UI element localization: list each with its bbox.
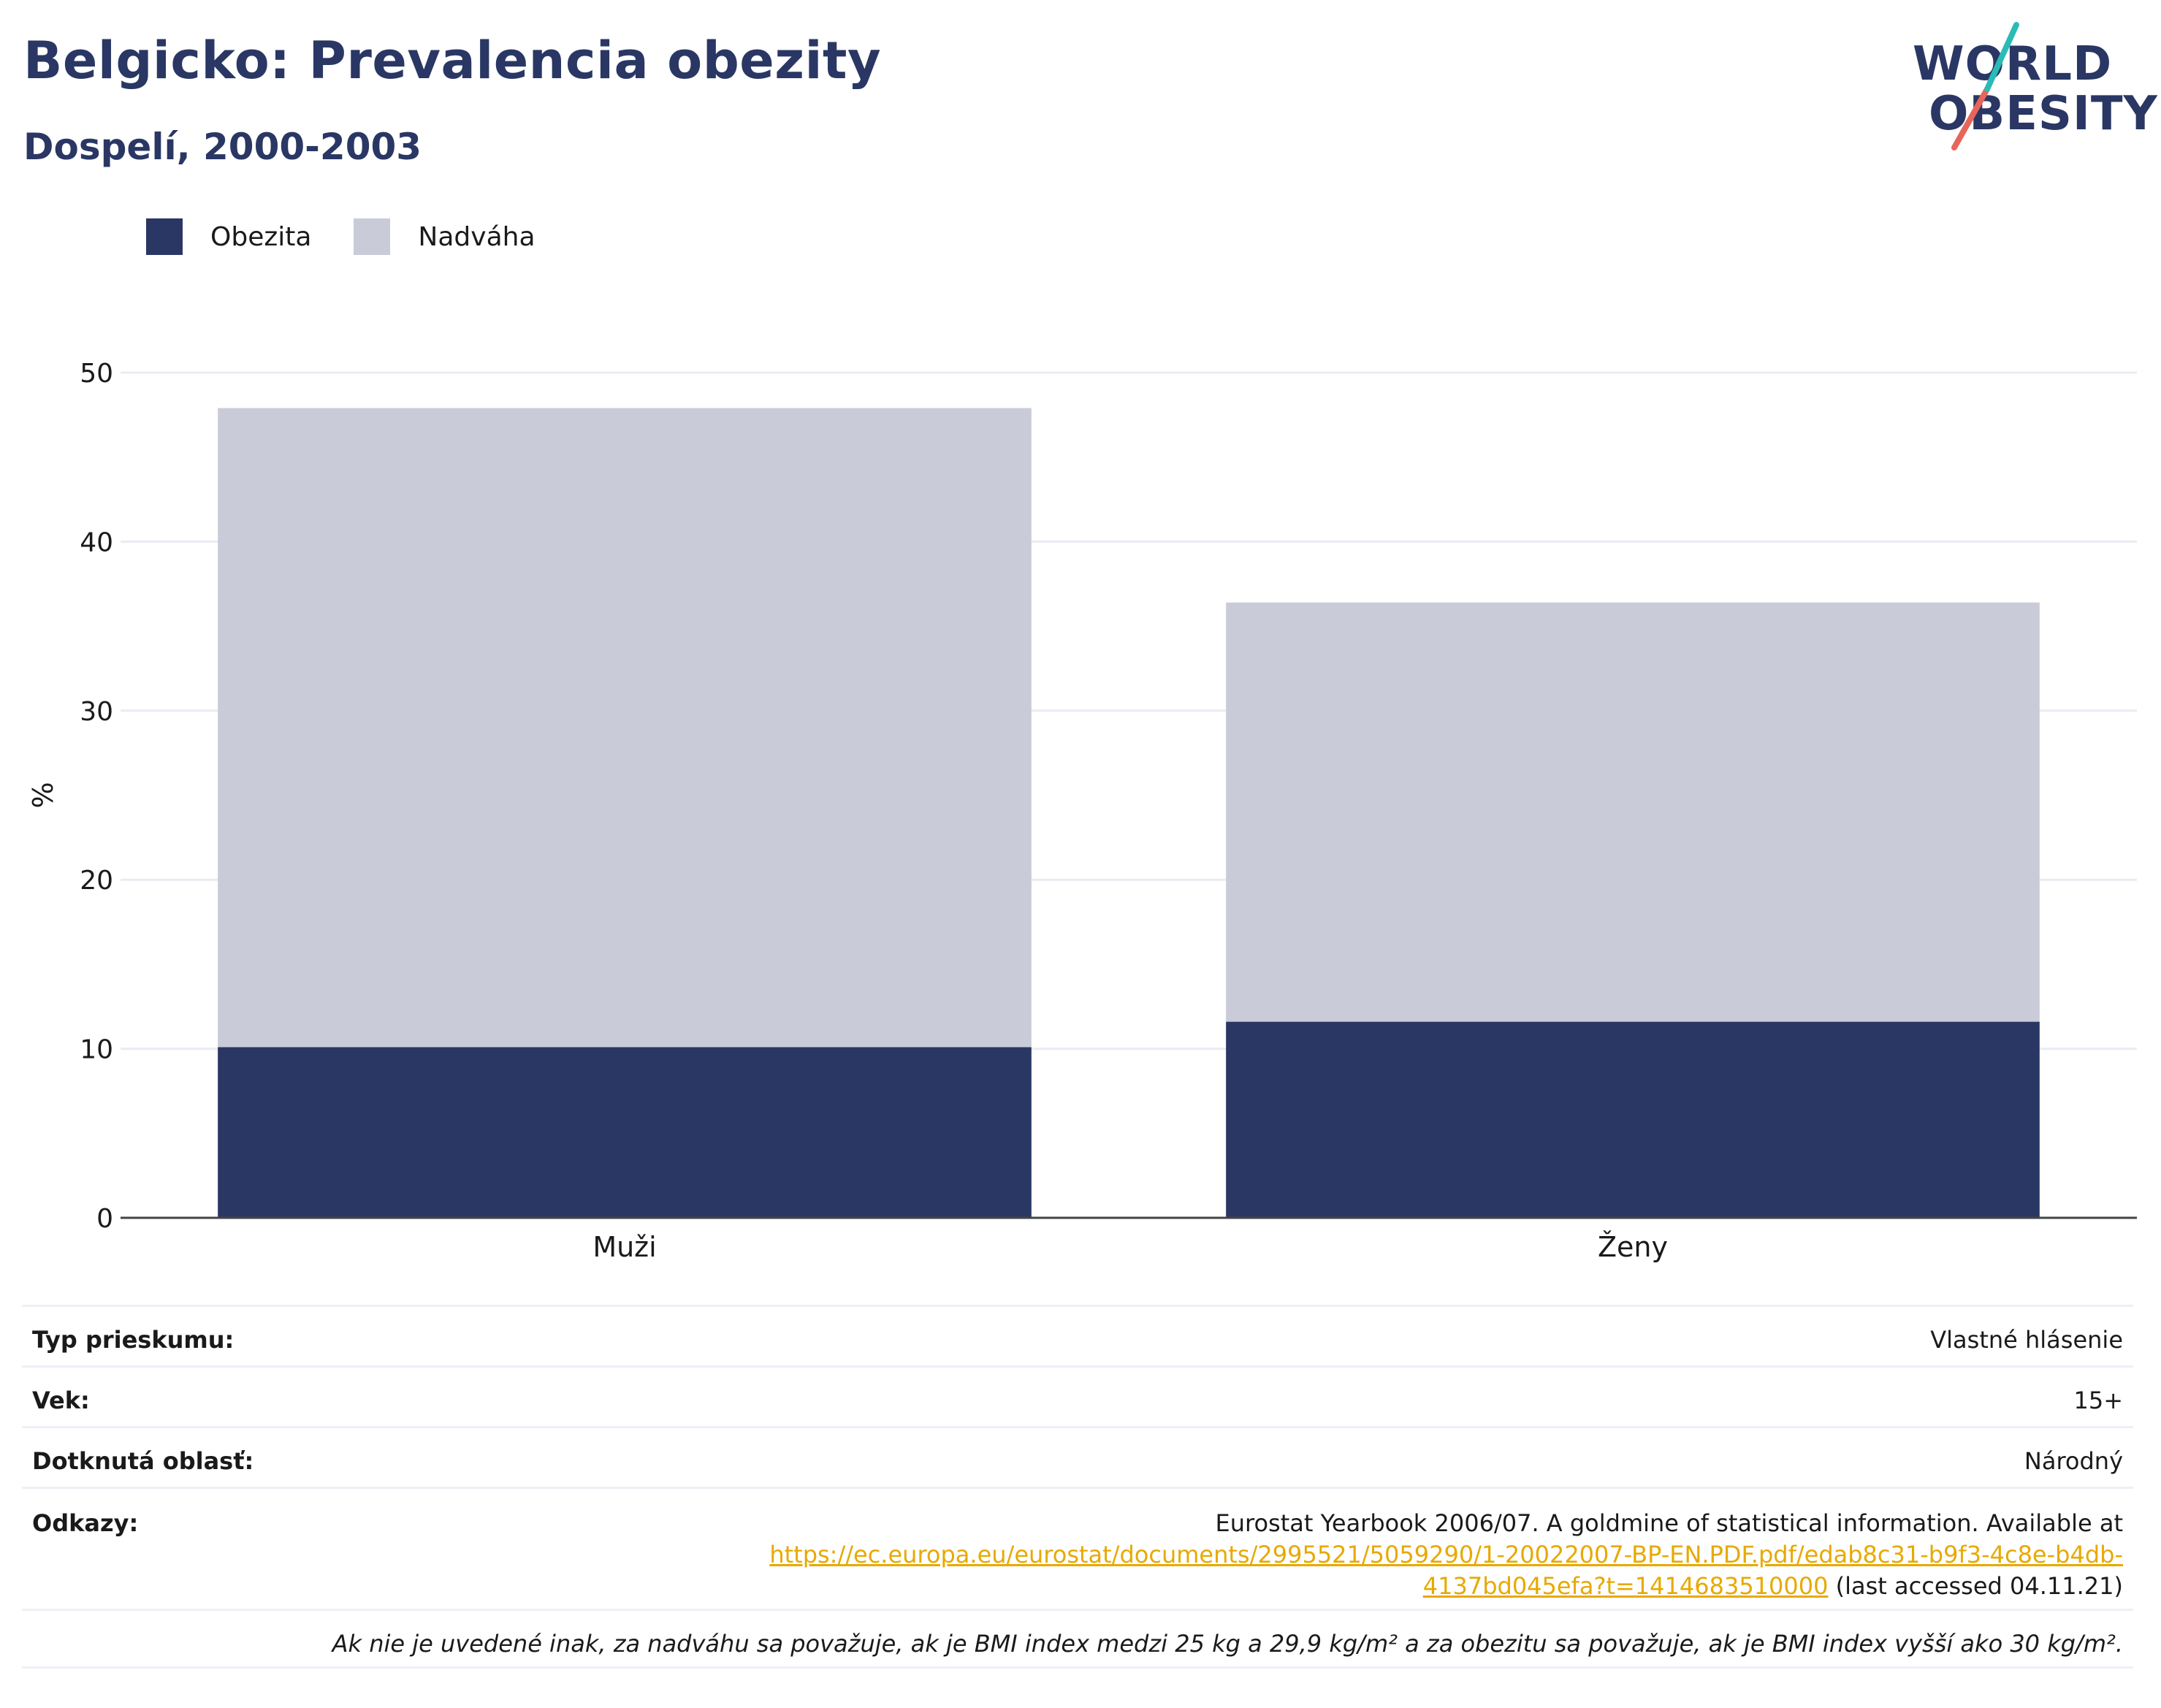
- legend-item-nadvaha[interactable]: Nadváha: [354, 218, 536, 255]
- y-tick-label: 20: [80, 866, 113, 896]
- logo-slash-icon: [1951, 22, 2019, 150]
- info-row-references: Odkazy: Eurostat Yearbook 2006/07. A gol…: [22, 1487, 2133, 1609]
- info-label: Typ prieskumu:: [32, 1326, 235, 1354]
- y-tick-label: 40: [80, 527, 113, 557]
- reference-accessed: (last accessed 04.11.21): [1835, 1572, 2123, 1600]
- info-label: Dotknutá oblasť:: [32, 1447, 254, 1475]
- info-label: Vek:: [32, 1387, 90, 1414]
- legend-swatch-nadvaha: [354, 218, 391, 255]
- reference-text: Eurostat Yearbook 2006/07. A goldmine of…: [1215, 1509, 2124, 1537]
- y-tick-label: 0: [96, 1204, 113, 1234]
- reference-link[interactable]: https://ec.europa.eu/eurostat/documents/…: [769, 1541, 2123, 1600]
- chart-legend: Obezita Nadváha: [146, 218, 578, 256]
- info-row-age: Vek: 15+: [22, 1365, 2133, 1426]
- info-row-survey-type: Typ prieskumu: Vlastné hlásenie: [22, 1305, 2133, 1365]
- logo-line-1: WORLD: [1913, 37, 2113, 91]
- info-row-area: Dotknutá oblasť: Národný: [22, 1426, 2133, 1487]
- bmi-note: Ak nie je uvedené inak, za nadváhu sa po…: [332, 1630, 2123, 1658]
- y-tick-label: 50: [80, 359, 113, 389]
- info-row-note: Ak nie je uvedené inak, za nadváhu sa po…: [22, 1609, 2133, 1669]
- y-tick-label: 10: [80, 1035, 113, 1065]
- legend-label: Obezita: [210, 221, 312, 252]
- legend-item-obezita[interactable]: Obezita: [146, 218, 311, 255]
- chart-subtitle: Dospelí, 2000-2003: [23, 126, 422, 168]
- info-value: 15+: [2073, 1387, 2123, 1414]
- chart-title: Belgicko: Prevalencia obezity: [23, 31, 882, 91]
- world-obesity-logo: WORLD OBESITY: [1907, 20, 2157, 156]
- info-table: Typ prieskumu: Vlastné hlásenie Vek: 15+…: [22, 1305, 2133, 1669]
- info-value: Národný: [2024, 1447, 2123, 1475]
- bar-obezita: [218, 1047, 1032, 1218]
- x-tick-label: Muži: [592, 1231, 656, 1263]
- y-tick-label: 30: [80, 697, 113, 727]
- legend-label: Nadváha: [418, 221, 536, 252]
- bar-nadváha: [1226, 602, 2040, 1022]
- info-value: Eurostat Yearbook 2006/07. A goldmine of…: [735, 1508, 2123, 1602]
- bar-chart: 0 10 20 30 40 50% Muži Ženy: [27, 359, 2137, 1263]
- x-tick-label: Ženy: [1598, 1231, 1668, 1263]
- y-axis-title: %: [27, 782, 59, 808]
- info-value: Vlastné hlásenie: [1930, 1326, 2123, 1354]
- legend-swatch-obezita: [146, 218, 183, 255]
- bar-nadváha: [218, 408, 1032, 1048]
- bar-obezita: [1226, 1021, 2040, 1218]
- info-label: Odkazy:: [32, 1509, 139, 1537]
